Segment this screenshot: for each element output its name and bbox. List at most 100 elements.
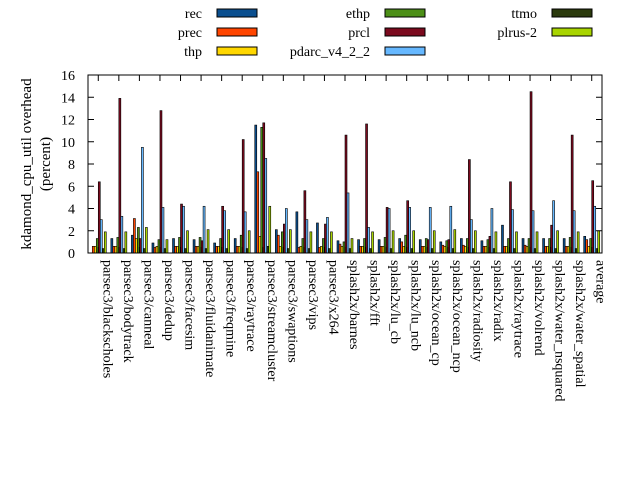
x-category-label: parsec3/streamcluster: [264, 260, 279, 382]
y-tick-label: 2: [68, 225, 75, 240]
bar-pdarc-v4-2-2: [387, 208, 391, 254]
bar-plrus-2: [371, 231, 374, 254]
x-category-label: splash2x/ocean_ncp: [449, 260, 464, 373]
bar-plrus-2: [145, 227, 148, 254]
x-category-label: parsec3/canneal: [140, 260, 155, 349]
bar-pdarc-v4-2-2: [141, 147, 144, 254]
bar-pdarc-v4-2-2: [408, 207, 411, 254]
bar-plrus-2: [391, 230, 395, 254]
legend-label: rec: [185, 7, 202, 22]
bar-plrus-2: [432, 230, 436, 254]
bar-ttmo: [184, 248, 187, 254]
bar-prcl: [118, 98, 122, 254]
bar-plrus-2: [453, 229, 457, 254]
x-category-label: splash2x/radiosity: [469, 260, 484, 362]
bar-ttmo: [101, 248, 105, 254]
bar-plrus-2: [412, 230, 415, 254]
y-tick-label: 10: [61, 136, 75, 151]
legend-swatch: [216, 27, 258, 37]
bar-pdarc-v4-2-2: [99, 219, 103, 254]
y-tick-label: 14: [61, 91, 75, 106]
x-category-label: splash2x/radix: [490, 260, 505, 342]
bar-prcl: [241, 139, 245, 254]
bar-pdarc-v4-2-2: [490, 208, 494, 254]
bar-thp: [217, 246, 220, 254]
x-category-label: splash2x/lu_cb: [387, 260, 402, 344]
legend-swatch: [384, 27, 426, 37]
x-category-label: splash2x/barnes: [346, 260, 361, 349]
bar-prec: [153, 247, 157, 254]
bar-pdarc-v4-2-2: [223, 210, 226, 254]
bar-ttmo: [225, 248, 228, 254]
x-category-label: splash2x/volrend: [531, 260, 546, 356]
bar-thp: [155, 246, 159, 254]
bar-plrus-2: [535, 231, 539, 254]
bar-prec: [194, 246, 198, 254]
x-category-label: splash2x/water_spatial: [572, 260, 587, 388]
bar-pdarc-v4-2-2: [326, 217, 329, 254]
bar-ttmo: [163, 248, 167, 254]
x-category-label: splash2x/ocean_cp: [428, 260, 443, 366]
x-category-label: splash2x/fft: [367, 260, 382, 326]
legend-swatch: [216, 8, 258, 18]
bar-rec: [151, 242, 155, 254]
bar-plrus-2: [474, 230, 477, 254]
bar-rec: [213, 242, 216, 254]
bar-plrus-2: [309, 231, 313, 254]
bar-pdarc-v4-2-2: [593, 205, 597, 254]
bar-thp: [196, 246, 200, 254]
x-category-label: splash2x/water_nsquared: [552, 260, 567, 402]
bar-pdarc-v4-2-2: [428, 207, 432, 254]
y-axis-title-line2: (percent): [38, 137, 54, 191]
y-tick-label: 8: [68, 158, 75, 173]
bar-pdarc-v4-2-2: [346, 192, 350, 254]
x-category-label: splash2x/raytrace: [510, 260, 525, 358]
x-category-label: parsec3/freqmine: [223, 260, 238, 357]
bar-plrus-2: [515, 231, 518, 254]
x-category-label: splash2x/lu_ncb: [408, 260, 423, 351]
bar-pdarc-v4-2-2: [202, 205, 206, 254]
bar-pdarc-v4-2-2: [161, 207, 165, 254]
bar-pdarc-v4-2-2: [531, 210, 535, 254]
bar-plrus-2: [186, 230, 189, 254]
bar-plrus-2: [289, 229, 292, 254]
x-category-label: parsec3/facesim: [182, 260, 197, 350]
bars: [91, 91, 601, 254]
bar-thp: [135, 238, 138, 254]
bar-prcl: [159, 110, 163, 254]
x-category-label: parsec3/vips: [305, 260, 320, 330]
bar-pdarc-v4-2-2: [120, 215, 124, 254]
bar-plrus-2: [576, 231, 580, 254]
x-category-label: parsec3/raytrace: [243, 260, 258, 352]
legend-swatch: [551, 8, 593, 18]
bar-prec: [112, 246, 116, 254]
bar-plrus-2: [268, 205, 272, 254]
bar-plrus-2: [330, 231, 333, 254]
bar-pdarc-v4-2-2: [511, 209, 514, 254]
legend: rec prec thp ethp prcl pdarc_v4_2_2 ttmo plrus-…: [178, 7, 593, 60]
bar-prec: [91, 246, 95, 254]
x-category-label: parsec3/swaptions: [284, 260, 299, 363]
legend-label: ethp: [346, 7, 370, 22]
bar-plrus-2: [556, 230, 559, 254]
bar-ttmo: [143, 248, 146, 254]
bar-ttmo: [122, 248, 126, 254]
bar-rec: [233, 238, 237, 254]
bar-thp: [237, 246, 241, 254]
x-category-label: average: [593, 260, 608, 304]
bar-rec: [131, 234, 134, 254]
bar-ttmo: [204, 248, 208, 254]
bar-prec: [174, 246, 177, 254]
y-tick-label: 0: [68, 247, 75, 262]
legend-label: plrus-2: [497, 26, 537, 41]
legend-swatch: [216, 46, 258, 56]
bar-prec: [235, 246, 239, 254]
bar-pdarc-v4-2-2: [305, 219, 309, 254]
bar-pdarc-v4-2-2: [470, 219, 473, 254]
legend-swatch: [384, 46, 426, 56]
bar-pdarc-v4-2-2: [182, 205, 185, 254]
legend-label: prcl: [348, 26, 370, 41]
bar-prcl: [221, 205, 224, 254]
bar-plrus-2: [350, 238, 354, 254]
x-category-label: parsec3/dedup: [161, 260, 176, 341]
